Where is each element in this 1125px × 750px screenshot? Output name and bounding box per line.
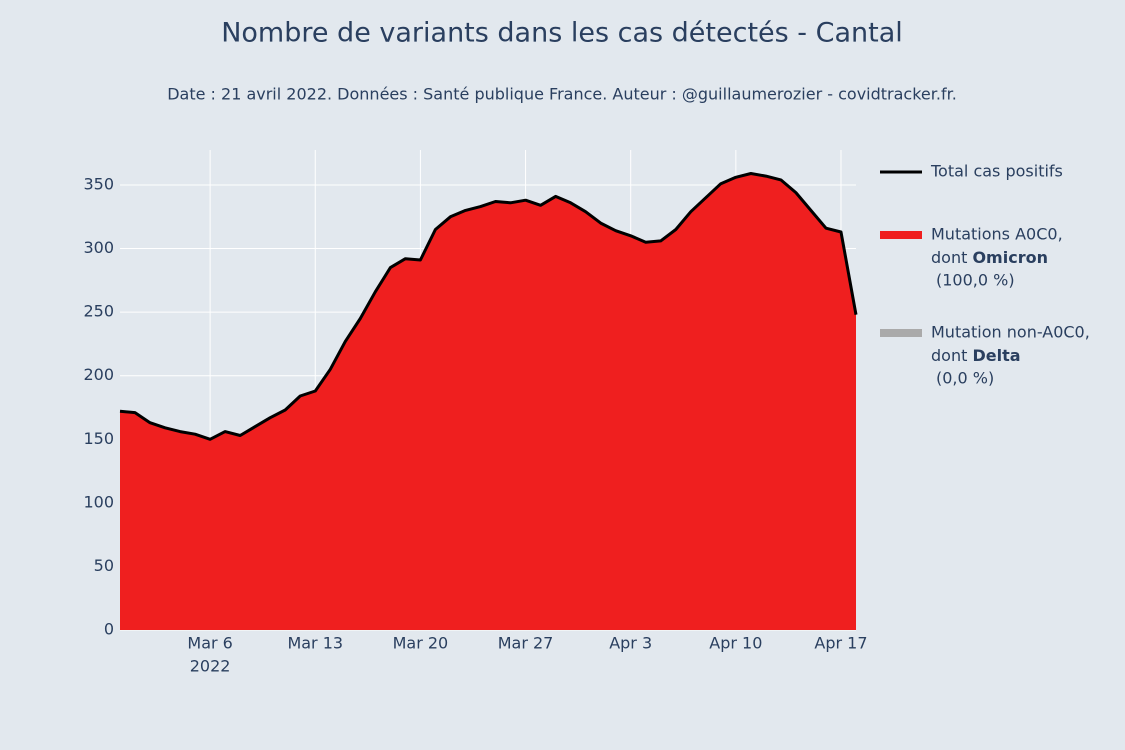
legend-label: dont Omicron: [931, 247, 1048, 266]
legend-label: Total cas positifs: [930, 162, 1063, 181]
y-tick-label: 200: [83, 365, 114, 384]
chart-subtitle: Date : 21 avril 2022. Données : Santé pu…: [167, 85, 957, 104]
legend-label: Mutation non-A0C0,: [931, 322, 1090, 341]
y-tick-label: 300: [83, 238, 114, 257]
y-tick-label: 250: [83, 302, 114, 321]
x-tick-label: Mar 20: [393, 634, 449, 653]
x-tick-label: Mar 6: [187, 634, 232, 653]
legend-label: (0,0 %): [936, 368, 994, 387]
y-tick-label: 100: [83, 492, 114, 511]
legend-label: (100,0 %): [936, 270, 1015, 289]
y-tick-label: 50: [94, 556, 114, 575]
legend-label: Mutations A0C0,: [931, 224, 1063, 243]
x-tick-label: Apr 17: [814, 634, 867, 653]
line: [119, 172, 858, 441]
y-tick-label: 150: [83, 429, 114, 448]
x-tick-year: 2022: [190, 657, 231, 676]
chart-title: Nombre de variants dans les cas détectés…: [221, 18, 903, 49]
x-tick-label: Apr 3: [609, 634, 652, 653]
area: [120, 173, 856, 630]
legend-label: dont Delta: [931, 345, 1021, 364]
x-tick-label: Apr 10: [709, 634, 762, 653]
y-tick-label: 0: [104, 620, 114, 639]
x-tick-label: Mar 13: [287, 634, 343, 653]
x-tick-label: Mar 27: [498, 634, 554, 653]
y-tick-label: 350: [83, 174, 114, 193]
